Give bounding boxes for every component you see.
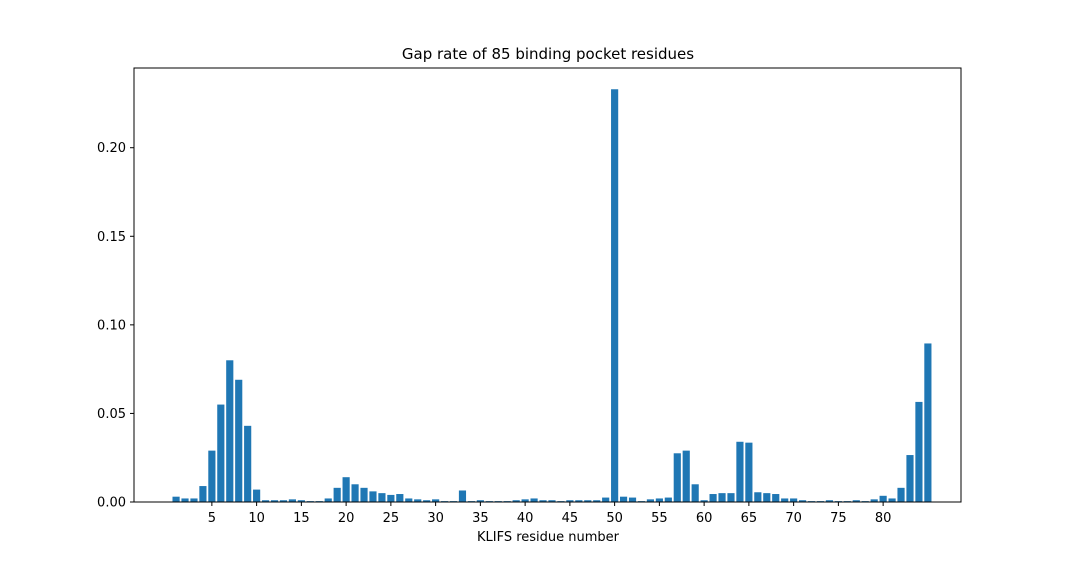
bar-residue-81 <box>888 498 896 502</box>
bar-residue-1 <box>172 496 180 502</box>
bar-residue-15 <box>297 500 305 502</box>
bar-residue-27 <box>405 498 413 502</box>
bar-residue-79 <box>870 499 878 502</box>
bar-residue-56 <box>664 497 672 502</box>
y-axis: 0.00 0.05 0.10 0.15 0.20 <box>97 141 134 511</box>
x-tick-label: 65 <box>741 511 758 526</box>
bar-residue-46 <box>575 500 583 502</box>
bar-residue-50 <box>611 89 619 502</box>
bar-residue-63 <box>727 493 735 502</box>
x-tick-label: 40 <box>517 511 534 526</box>
x-tick-label: 45 <box>562 511 579 526</box>
bar-residue-70 <box>790 498 798 502</box>
bar-residue-59 <box>691 484 699 502</box>
bar-residue-12 <box>270 500 279 502</box>
y-tick-label: 0.15 <box>97 230 126 245</box>
bar-residue-30 <box>432 499 440 502</box>
bar-residue-8 <box>235 379 243 502</box>
bar-residue-21 <box>351 484 359 502</box>
x-tick-label: 15 <box>293 511 310 526</box>
bar-residue-14 <box>288 499 296 502</box>
y-tick-label: 0.05 <box>97 407 126 422</box>
bar-residue-45 <box>566 500 574 502</box>
bar-residue-60 <box>700 500 708 502</box>
bar-residue-80 <box>879 495 887 502</box>
bar-residue-25 <box>387 494 395 502</box>
bar-residue-83 <box>906 455 914 502</box>
bar-residue-57 <box>673 453 681 502</box>
bar-residue-35 <box>476 500 484 502</box>
bar-residue-48 <box>593 500 601 502</box>
bar-residue-61 <box>709 494 717 502</box>
bar-residue-13 <box>279 500 288 502</box>
x-tick-label: 60 <box>696 511 713 526</box>
bar-residue-39 <box>512 500 520 502</box>
bar-residue-66 <box>754 492 762 502</box>
bar-residue-67 <box>763 493 771 502</box>
bar-residue-55 <box>655 498 663 502</box>
x-tick-label: 30 <box>427 511 444 526</box>
bar-residue-74 <box>825 500 834 502</box>
bar-residue-23 <box>369 491 377 502</box>
bar-residue-33 <box>458 490 467 502</box>
x-axis-label: KLIFS residue number <box>477 530 620 545</box>
x-tick-label: 55 <box>651 511 668 526</box>
chart-title: Gap rate of 85 binding pocket residues <box>402 45 694 63</box>
bar-residue-19 <box>333 487 341 502</box>
bar-residue-52 <box>628 497 637 502</box>
bar-residue-85 <box>924 343 932 502</box>
bar-residue-77 <box>852 500 860 502</box>
bar-residue-42 <box>539 500 547 502</box>
bar-residue-20 <box>342 477 350 502</box>
bar-residue-58 <box>682 450 690 502</box>
bar-residue-7 <box>226 360 234 502</box>
bar-residue-51 <box>619 496 628 502</box>
bar-residue-3 <box>190 498 198 502</box>
bar-residue-68 <box>772 494 780 502</box>
x-tick-label: 70 <box>785 511 802 526</box>
bar-residue-49 <box>602 497 610 502</box>
x-tick-label: 50 <box>606 511 623 526</box>
bar-residue-28 <box>414 499 422 502</box>
y-tick-label: 0.00 <box>97 496 126 511</box>
bar-residue-11 <box>261 500 270 502</box>
bar-residue-41 <box>530 498 538 502</box>
bar-residue-54 <box>646 499 655 502</box>
bar-residue-43 <box>548 500 556 502</box>
bar-residue-69 <box>781 498 789 502</box>
bar-residue-18 <box>324 498 332 502</box>
bar-residue-4 <box>199 486 207 502</box>
x-tick-label: 75 <box>830 511 847 526</box>
x-tick-label: 25 <box>383 511 400 526</box>
bar-residue-24 <box>378 493 386 502</box>
bar-residue-84 <box>915 401 923 502</box>
x-tick-label: 10 <box>248 511 265 526</box>
y-tick-label: 0.10 <box>97 318 126 333</box>
bar-residue-82 <box>897 487 905 502</box>
bar-residue-62 <box>718 493 726 502</box>
x-tick-label: 20 <box>338 511 355 526</box>
plot-frame <box>133 67 962 503</box>
bar-residue-2 <box>181 498 189 502</box>
bar-residue-22 <box>360 487 368 502</box>
x-tick-label: 5 <box>208 511 216 526</box>
bar-residue-29 <box>423 500 431 502</box>
bar-residue-40 <box>521 499 529 502</box>
bar-residue-6 <box>217 404 225 502</box>
bars-group <box>172 89 932 502</box>
bar-residue-71 <box>799 500 807 502</box>
bar-residue-5 <box>208 450 216 502</box>
y-tick-label: 0.20 <box>97 141 126 156</box>
x-tick-label: 80 <box>875 511 892 526</box>
x-axis: 5 10 15 20 25 30 35 40 45 50 55 60 65 70 75 80 <box>208 502 892 526</box>
x-tick-label: 35 <box>472 511 489 526</box>
bar-residue-64 <box>736 441 744 502</box>
bar-residue-9 <box>244 425 252 502</box>
bar-residue-10 <box>253 489 261 502</box>
bar-residue-65 <box>745 442 753 502</box>
bar-residue-47 <box>584 500 592 502</box>
bar-residue-26 <box>396 494 404 502</box>
